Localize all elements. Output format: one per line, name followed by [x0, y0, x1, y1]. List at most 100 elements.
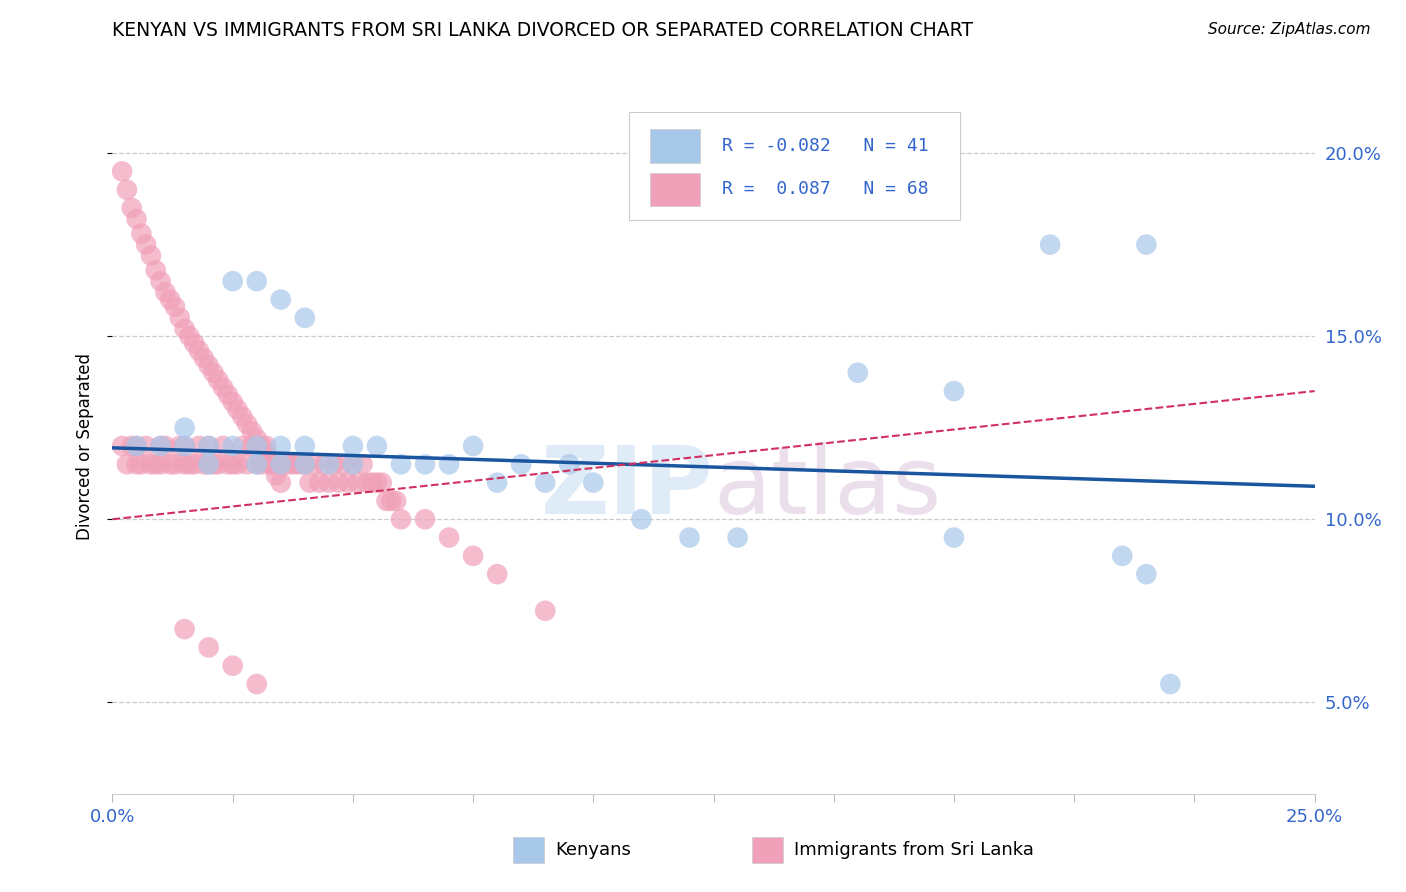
- Point: [217, 458, 239, 472]
- Point: [222, 439, 245, 453]
- Point: [197, 359, 219, 373]
- Point: [678, 531, 700, 545]
- Point: [270, 475, 292, 490]
- Point: [139, 249, 162, 263]
- Point: [1135, 567, 1157, 582]
- Point: [846, 366, 869, 380]
- Point: [169, 310, 191, 325]
- Text: R = -0.082   N = 41: R = -0.082 N = 41: [721, 137, 928, 155]
- Point: [356, 475, 378, 490]
- Point: [437, 458, 460, 472]
- Text: ZIP: ZIP: [541, 442, 713, 533]
- Point: [155, 439, 177, 453]
- Point: [246, 458, 269, 472]
- Point: [207, 373, 229, 387]
- Point: [212, 439, 235, 453]
- Point: [342, 439, 364, 453]
- Point: [1039, 237, 1062, 252]
- Point: [217, 388, 239, 402]
- Point: [328, 475, 350, 490]
- Point: [139, 458, 162, 472]
- Point: [361, 475, 384, 490]
- Point: [246, 439, 269, 453]
- Point: [115, 458, 138, 472]
- Point: [159, 293, 181, 307]
- Point: [121, 201, 143, 215]
- Point: [366, 475, 388, 490]
- Point: [413, 512, 436, 526]
- Point: [246, 432, 269, 446]
- Point: [346, 475, 368, 490]
- Point: [322, 458, 344, 472]
- Point: [318, 458, 340, 472]
- Point: [270, 293, 292, 307]
- Text: KENYAN VS IMMIGRANTS FROM SRI LANKA DIVORCED OR SEPARATED CORRELATION CHART: KENYAN VS IMMIGRANTS FROM SRI LANKA DIVO…: [112, 21, 973, 40]
- Point: [342, 458, 364, 472]
- Point: [163, 458, 186, 472]
- Point: [149, 274, 172, 288]
- Point: [1135, 237, 1157, 252]
- Text: Kenyans: Kenyans: [555, 841, 631, 859]
- Point: [131, 458, 153, 472]
- Point: [461, 439, 484, 453]
- Point: [294, 310, 316, 325]
- Point: [236, 458, 259, 472]
- Point: [231, 409, 253, 424]
- Point: [270, 458, 292, 472]
- Point: [389, 512, 412, 526]
- Point: [274, 458, 297, 472]
- Point: [260, 458, 283, 472]
- Point: [173, 420, 195, 434]
- Point: [582, 475, 605, 490]
- Point: [318, 475, 340, 490]
- Point: [727, 531, 749, 545]
- Point: [1159, 677, 1181, 691]
- Point: [173, 458, 195, 472]
- Point: [236, 417, 259, 431]
- Point: [342, 458, 364, 472]
- Point: [246, 677, 269, 691]
- Point: [111, 164, 134, 178]
- Point: [332, 458, 354, 472]
- Point: [149, 439, 172, 453]
- Point: [352, 458, 374, 472]
- Point: [304, 458, 326, 472]
- Point: [207, 458, 229, 472]
- Point: [222, 658, 245, 673]
- Point: [254, 439, 277, 453]
- Point: [188, 343, 211, 358]
- Point: [486, 567, 509, 582]
- Point: [294, 458, 316, 472]
- Y-axis label: Divorced or Separated: Divorced or Separated: [76, 352, 94, 540]
- Point: [294, 439, 316, 453]
- Point: [115, 183, 138, 197]
- Point: [179, 458, 201, 472]
- Text: Immigrants from Sri Lanka: Immigrants from Sri Lanka: [794, 841, 1035, 859]
- Point: [250, 439, 273, 453]
- Point: [125, 439, 148, 453]
- Point: [250, 458, 273, 472]
- Point: [222, 395, 245, 409]
- Point: [240, 439, 263, 453]
- Point: [942, 531, 965, 545]
- Point: [280, 458, 302, 472]
- Point: [179, 329, 201, 343]
- Point: [240, 425, 263, 439]
- Point: [1111, 549, 1133, 563]
- Text: atlas: atlas: [713, 442, 942, 533]
- Point: [558, 458, 581, 472]
- Point: [202, 458, 225, 472]
- FancyBboxPatch shape: [650, 172, 700, 206]
- Point: [254, 446, 277, 460]
- Point: [169, 439, 191, 453]
- Point: [197, 458, 219, 472]
- Point: [413, 458, 436, 472]
- Point: [380, 494, 402, 508]
- Point: [260, 458, 283, 472]
- Point: [202, 366, 225, 380]
- Point: [226, 402, 249, 417]
- Point: [173, 439, 195, 453]
- Point: [222, 458, 245, 472]
- Point: [145, 458, 167, 472]
- Point: [942, 384, 965, 398]
